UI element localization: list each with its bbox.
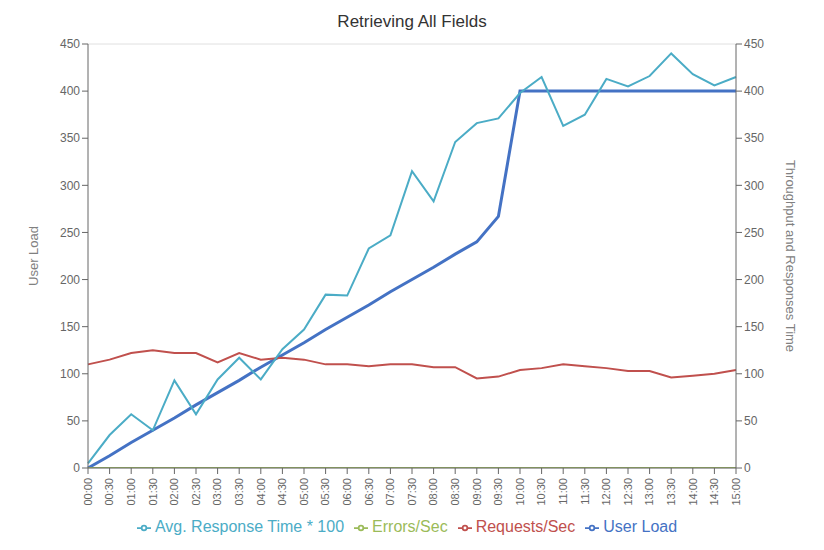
svg-text:150: 150 xyxy=(744,320,764,334)
svg-text:07:00: 07:00 xyxy=(384,478,396,506)
svg-text:11:00: 11:00 xyxy=(557,478,569,505)
svg-text:50: 50 xyxy=(744,414,758,428)
svg-text:13:00: 13:00 xyxy=(643,478,655,506)
svg-text:01:30: 01:30 xyxy=(147,478,159,506)
svg-text:14:30: 14:30 xyxy=(708,478,720,506)
html-text:Requests/Sec: Requests/Sec xyxy=(475,518,576,535)
svg-text:06:30: 06:30 xyxy=(363,478,375,506)
svg-text:300: 300 xyxy=(60,179,80,193)
svg-text:07:30: 07:30 xyxy=(406,478,418,506)
svg-text:250: 250 xyxy=(744,226,764,240)
svg-text:11:30: 11:30 xyxy=(579,478,591,505)
svg-text:200: 200 xyxy=(744,273,764,287)
svg-text:User Load: User Load xyxy=(26,226,41,286)
svg-text:50: 50 xyxy=(67,414,81,428)
svg-text:08:30: 08:30 xyxy=(449,478,461,506)
svg-text:250: 250 xyxy=(60,226,80,240)
svg-text:12:30: 12:30 xyxy=(622,478,634,506)
svg-text:10:00: 10:00 xyxy=(514,478,526,506)
svg-text:09:00: 09:00 xyxy=(471,478,483,506)
svg-text:02:30: 02:30 xyxy=(190,478,202,506)
html-text:Avg. Response Time * 100: Avg. Response Time * 100 xyxy=(154,518,345,535)
svg-text:Throughput and Responses Time: Throughput and Responses Time xyxy=(783,160,798,352)
svg-text:03:00: 03:00 xyxy=(211,478,223,506)
svg-text:450: 450 xyxy=(744,37,764,51)
svg-text:04:00: 04:00 xyxy=(255,478,267,506)
html-text:Errors/Sec: Errors/Sec xyxy=(372,518,448,535)
svg-text:00:00: 00:00 xyxy=(82,478,94,506)
svg-text:300: 300 xyxy=(744,179,764,193)
svg-text:00:30: 00:30 xyxy=(103,478,115,506)
svg-text:100: 100 xyxy=(744,367,764,381)
svg-text:05:30: 05:30 xyxy=(319,478,331,506)
svg-text:14:00: 14:00 xyxy=(687,478,699,506)
svg-text:01:00: 01:00 xyxy=(125,478,137,506)
svg-text:400: 400 xyxy=(744,84,764,98)
html-text:Retrieving All Fields: Retrieving All Fields xyxy=(337,12,487,31)
svg-text:12:00: 12:00 xyxy=(600,478,612,506)
svg-text:09:30: 09:30 xyxy=(492,478,504,506)
svg-text:350: 350 xyxy=(744,131,764,145)
svg-text:15:00: 15:00 xyxy=(730,478,742,506)
svg-text:450: 450 xyxy=(60,37,80,51)
svg-text:05:00: 05:00 xyxy=(298,478,310,506)
svg-text:08:00: 08:00 xyxy=(427,478,439,506)
svg-text:0: 0 xyxy=(744,461,751,475)
svg-text:04:30: 04:30 xyxy=(276,478,288,506)
svg-text:100: 100 xyxy=(60,367,80,381)
svg-text:0: 0 xyxy=(73,461,80,475)
svg-text:02:00: 02:00 xyxy=(168,478,180,506)
svg-text:06:00: 06:00 xyxy=(341,478,353,506)
svg-text:150: 150 xyxy=(60,320,80,334)
svg-text:03:30: 03:30 xyxy=(233,478,245,506)
html-text:User Load: User Load xyxy=(603,518,678,535)
svg-text:400: 400 xyxy=(60,84,80,98)
svg-text:13:30: 13:30 xyxy=(665,478,677,506)
svg-text:10:30: 10:30 xyxy=(535,478,547,506)
svg-text:350: 350 xyxy=(60,131,80,145)
svg-text:200: 200 xyxy=(60,273,80,287)
